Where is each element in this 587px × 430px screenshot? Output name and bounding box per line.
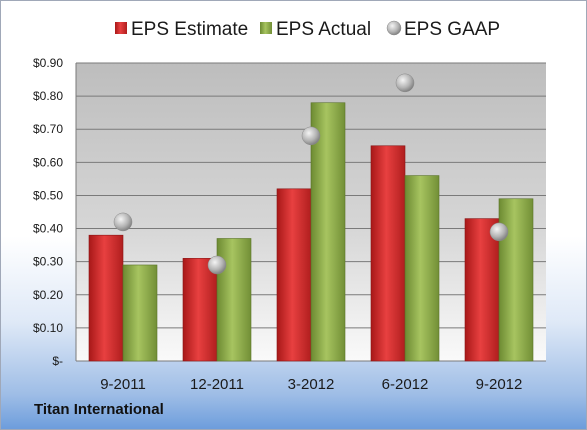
point-eps-gaap	[301, 126, 321, 146]
bar-eps-actual	[404, 175, 440, 362]
y-tick-label: $0.80	[33, 89, 63, 103]
y-tick-label: $0.70	[33, 122, 63, 136]
y-tick-label: $0.30	[33, 255, 63, 269]
legend-label: EPS Actual	[276, 19, 371, 40]
x-tick-label: 12-2011	[190, 376, 244, 393]
point-eps-gaap	[489, 222, 509, 242]
bar-eps-actual	[310, 102, 346, 362]
legend-label: EPS Estimate	[131, 19, 248, 40]
gaap-points	[113, 73, 509, 275]
y-tick-label: $0.50	[33, 188, 63, 202]
y-tick-label: $0.40	[33, 222, 63, 236]
y-tick-label: $0.90	[33, 56, 63, 70]
y-tick-label: $-	[52, 354, 63, 368]
legend-swatch	[260, 22, 272, 34]
bar-eps-estimate	[182, 258, 218, 362]
company-name: Titan International	[34, 401, 164, 418]
bar-eps-actual	[216, 238, 252, 362]
bar-eps-estimate	[88, 234, 124, 362]
bar-eps-actual	[498, 198, 534, 362]
y-tick-label: $0.60	[33, 155, 63, 169]
point-eps-gaap	[113, 212, 133, 232]
bar-eps-estimate	[276, 188, 312, 362]
legend-label: EPS GAAP	[404, 19, 500, 40]
x-axis-ticks: 9-2011 12-2011 3-2012 6-2012 9-2012	[100, 376, 522, 393]
x-tick-label: 3-2012	[288, 376, 335, 393]
legend-swatch	[115, 22, 127, 34]
bar-eps-estimate	[464, 218, 500, 362]
x-tick-label: 6-2012	[382, 376, 429, 393]
x-tick-label: 9-2012	[476, 376, 523, 393]
point-eps-gaap	[207, 255, 227, 275]
y-tick-label: $0.20	[33, 288, 63, 302]
legend: EPS Estimate EPS Actual EPS GAAP	[115, 19, 500, 40]
y-axis-ticks: $- $0.10 $0.20 $0.30 $0.40 $0.50 $0.60 $0.70 $0.…	[33, 56, 63, 368]
point-eps-gaap	[395, 73, 415, 93]
legend-swatch	[386, 20, 402, 36]
bars	[88, 102, 534, 362]
bar-eps-estimate	[370, 145, 406, 362]
bar-eps-actual	[122, 264, 158, 362]
y-tick-label: $0.10	[33, 321, 63, 335]
x-tick-label: 9-2011	[100, 376, 146, 393]
